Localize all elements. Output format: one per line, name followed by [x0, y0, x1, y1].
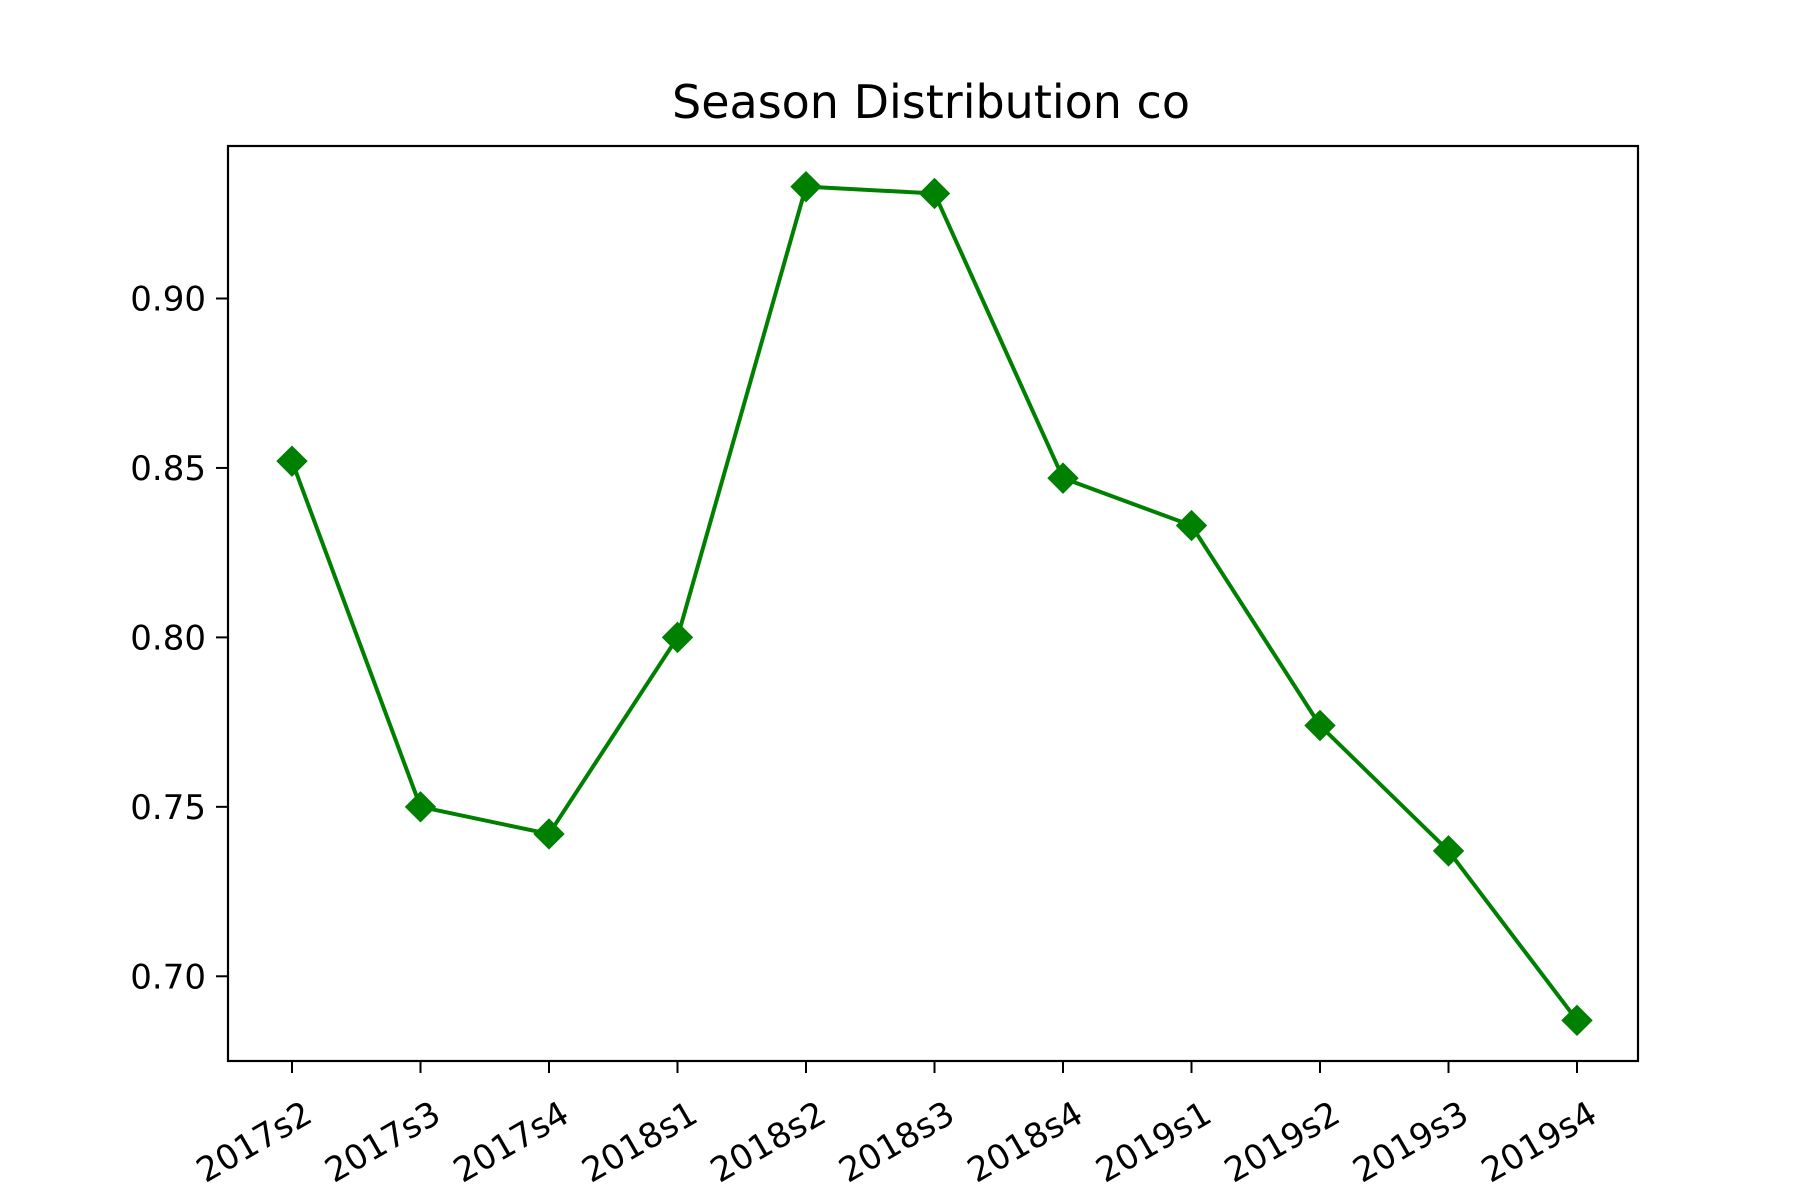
data-point	[661, 621, 694, 654]
x-tick-label: 2018s1	[575, 1094, 704, 1192]
axes-frame	[226, 144, 1640, 1063]
x-tick-label: 2017s3	[318, 1094, 447, 1192]
data-point	[1561, 1004, 1593, 1037]
data-point	[1175, 509, 1208, 542]
y-tick-label: 0.90	[130, 280, 206, 320]
data-point	[1432, 835, 1465, 867]
x-tick-label: 2018s2	[704, 1094, 833, 1192]
data-point	[404, 791, 437, 823]
x-tick-label: 2017s2	[190, 1094, 319, 1192]
data-point	[1047, 462, 1079, 494]
data-point	[533, 818, 565, 850]
x-tick-label: 2018s3	[832, 1094, 961, 1192]
x-tick-label: 2018s4	[961, 1094, 1090, 1192]
y-tick-label: 0.75	[130, 788, 206, 828]
data-point	[918, 177, 951, 210]
chart-title: Season Distribution co	[672, 75, 1190, 129]
y-tick-label: 0.85	[130, 449, 206, 489]
y-tick-label: 0.70	[130, 957, 206, 997]
series-line	[290, 184, 1579, 1022]
x-tick-label: 2019s2	[1218, 1094, 1347, 1192]
data-point	[1304, 709, 1336, 742]
data-point	[790, 170, 822, 203]
x-tick-label: 2019s3	[1346, 1094, 1475, 1192]
x-tick-label: 2019s4	[1475, 1094, 1604, 1192]
x-tick-label: 2017s4	[447, 1094, 576, 1192]
x-tick-label: 2019s1	[1089, 1094, 1218, 1192]
data-point	[276, 445, 308, 477]
y-tick-label: 0.80	[130, 618, 206, 658]
